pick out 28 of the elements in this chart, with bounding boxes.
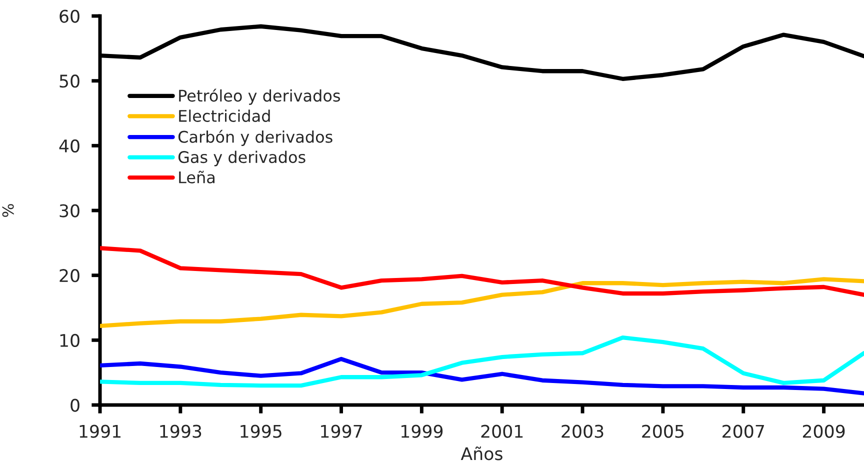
legend-label: Electricidad <box>179 110 270 122</box>
y-axis-title: % <box>2 204 14 217</box>
legend-label: Leña <box>179 170 214 184</box>
x-tick-label: 2009 <box>802 424 845 438</box>
x-tick-label: 2003 <box>562 424 604 438</box>
x-axis-title: Años <box>460 446 502 460</box>
x-tick-label: 1999 <box>402 424 443 438</box>
legend-label: Gas y derivados <box>178 150 306 166</box>
y-tick-label: 0 <box>70 398 80 412</box>
x-tick-label: 1997 <box>321 424 362 438</box>
line-series <box>100 356 864 396</box>
legend-label: Petróleo y derivados <box>179 88 340 105</box>
y-tick-label: 10 <box>60 334 80 348</box>
x-tick-label: 1995 <box>240 424 282 438</box>
x-tick-label: 1991 <box>80 424 120 438</box>
y-tick-label: 20 <box>60 269 80 282</box>
y-tick-label: 50 <box>60 74 80 88</box>
x-tick-label: 2007 <box>722 424 764 438</box>
line-series <box>100 246 864 297</box>
legend-label: Carbón y derivados <box>178 130 332 146</box>
y-tick-label: 40 <box>59 139 80 153</box>
x-tick-label: 2001 <box>481 424 523 438</box>
x-tick-label: 2005 <box>642 424 684 438</box>
line-series <box>100 277 864 328</box>
line-series <box>100 335 864 388</box>
y-tick-label: 60 <box>60 10 80 23</box>
y-tick-label: 30 <box>60 204 80 218</box>
x-tick-label: 1993 <box>160 424 202 438</box>
